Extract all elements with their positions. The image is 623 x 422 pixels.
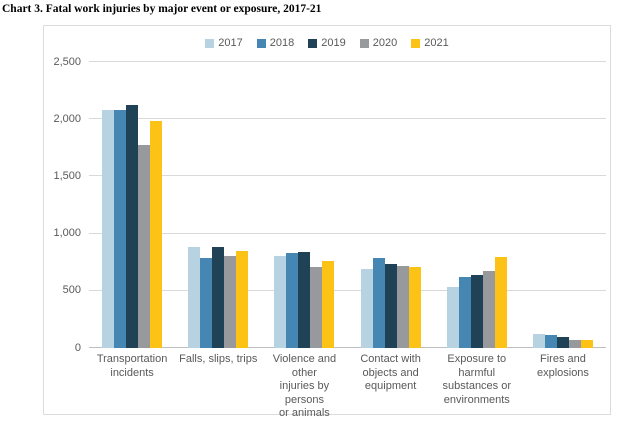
bar-2021 [236,250,249,348]
bar-2019 [470,274,483,348]
bar-2020 [138,144,151,348]
bar-2018 [544,334,557,348]
legend-label: 2018 [269,37,295,49]
legend-item-2019: 2019 [308,37,346,49]
bar-2018 [286,253,299,348]
gridline [89,175,606,177]
bar-2020 [310,267,323,348]
legend-label: 2020 [372,37,398,49]
bar-2020 [568,339,581,348]
bar-2018 [114,110,127,348]
x-axis-labels: Transportation incidents Falls, slips, tr… [89,353,606,421]
bar-2018 [458,276,471,348]
gridline [89,347,606,348]
x-axis-category-label: Exposure to harmful substances or enviro… [442,353,512,406]
plot-area: 0 500 1,000 1,500 2,000 2,500 [53,56,606,354]
x-axis-category-label: Falls, slips, trips [179,353,258,365]
legend-item-2018: 2018 [256,37,295,49]
gridline [89,289,606,291]
x-axis-category-label: Contact with objects and equipment [360,353,421,392]
bar-2018 [372,258,385,348]
bar-group [520,62,606,348]
legend-item-2020: 2020 [359,37,398,49]
bar-2019 [126,105,139,348]
legend-item-2017: 2017 [205,37,243,49]
bar-group [434,62,520,348]
bar-2017 [446,287,459,348]
bar-group [89,62,175,348]
gridline [89,232,606,234]
legend-label: 2021 [424,37,449,49]
legend-swatch [308,38,318,48]
y-axis-tick-label: 1,000 [53,227,81,240]
y-axis-tick-label: 1,500 [53,169,81,182]
legend-swatch [359,38,369,48]
y-axis-tick-label: 2,000 [53,112,81,125]
bar-2020 [396,266,409,348]
bar-2019 [212,247,225,348]
gridline [89,118,606,120]
bars-row [89,62,606,348]
bar-group [261,62,347,348]
legend-label: 2017 [218,37,243,49]
bar-2020 [482,271,495,348]
y-axis-tick-label: 500 [62,284,81,297]
bar-2019 [384,264,397,348]
legend-swatch [205,38,215,48]
legend: 2017 2018 2019 2020 2021 [44,37,610,49]
legend-swatch [411,38,421,48]
x-axis-category-label: Violence and other injuries by persons o… [272,353,337,419]
bar-2021 [494,256,507,348]
gridline [89,61,606,62]
bar-2017 [360,268,373,348]
bar-2017 [532,333,545,348]
x-axis-category-label: Transportation incidents [96,353,168,379]
bar-2021 [322,260,335,348]
legend-label: 2019 [321,37,346,49]
bar-2021 [580,339,593,348]
bar-2019 [298,251,311,348]
bar-2017 [102,110,115,348]
bar-2017 [274,255,287,348]
chart-panel: 2017 2018 2019 2020 2021 0 500 1,000 1,500 2,000… [43,25,611,419]
bar-2019 [556,336,569,348]
bar-2021 [150,121,163,348]
bar-2017 [188,246,201,348]
y-axis-tick-label: 0 [74,341,81,354]
bar-2021 [408,267,421,348]
bar-2020 [224,255,237,348]
y-axis-tick-label: 2,500 [53,55,81,68]
legend-swatch [256,38,266,48]
bar-group [348,62,434,348]
chart-title: Chart 3. Fatal work injuries by major ev… [2,3,322,15]
x-axis-category-label: Fires and explosions [536,353,589,379]
legend-item-2021: 2021 [411,37,449,49]
bar-group [175,62,261,348]
bar-2018 [200,257,213,348]
